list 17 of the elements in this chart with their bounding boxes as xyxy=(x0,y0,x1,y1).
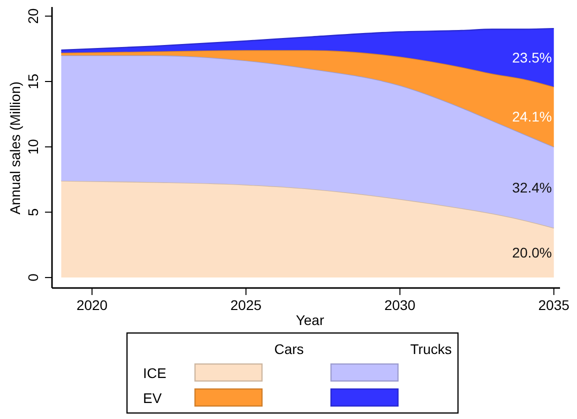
text: Cars xyxy=(274,341,304,357)
y-axis-title: Annual sales (Million) xyxy=(7,81,23,215)
y-tick-label: 0 xyxy=(25,273,41,282)
text: Trucks xyxy=(410,341,452,357)
y-tick-label: 15 xyxy=(25,74,41,90)
x-tick-label: 2030 xyxy=(384,297,416,313)
annotation: 24.1% xyxy=(512,108,552,125)
x-tick-label: 2035 xyxy=(538,297,570,313)
text: ICE xyxy=(143,365,166,381)
text: EV xyxy=(143,390,162,406)
y-tick-label: 10 xyxy=(25,138,41,155)
x-tick-label: 2025 xyxy=(230,297,262,313)
y-tick-label: 5 xyxy=(25,208,41,216)
annotation: 23.5% xyxy=(512,50,552,66)
x-tick-label: 2020 xyxy=(76,297,108,313)
y-tick-label: 20 xyxy=(25,8,41,24)
x-axis-title: Year xyxy=(296,312,324,328)
